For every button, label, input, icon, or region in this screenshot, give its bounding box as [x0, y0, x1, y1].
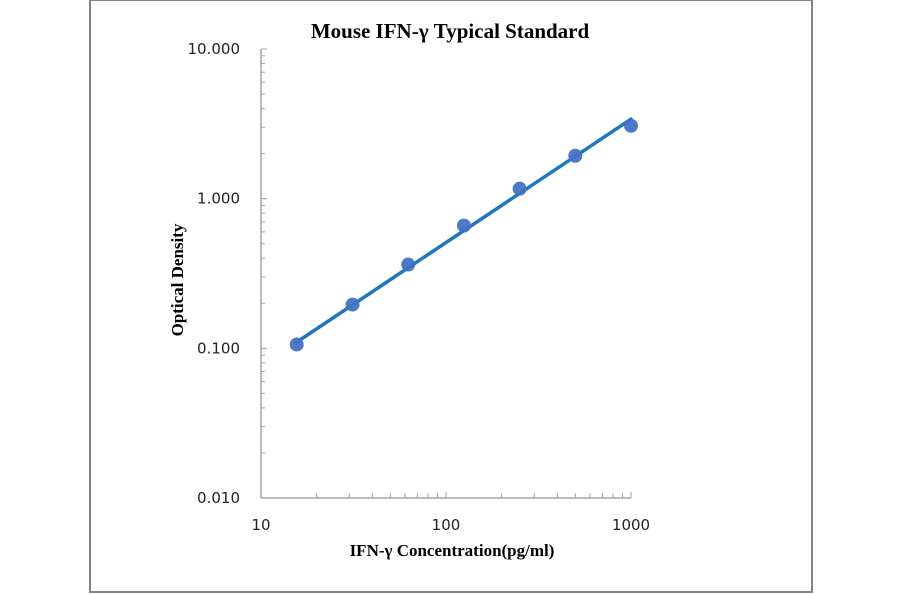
data-point — [289, 337, 304, 352]
x-axis-label: IFN-γ Concentration(pg/ml) — [350, 541, 555, 560]
y-tick-label: 0.100 — [197, 339, 240, 357]
chart-title: Mouse IFN-γ Typical Standard — [311, 19, 590, 43]
y-axis-label: Optical Density — [168, 223, 187, 336]
x-tick-label: 1000 — [612, 516, 650, 534]
data-point — [456, 218, 471, 233]
x-tick-label: 10 — [251, 516, 270, 534]
data-point — [512, 181, 527, 196]
tick-labels: 10 100 1000 10.000 1.000 0.100 0.010 — [188, 40, 651, 534]
y-tick-label: 10.000 — [188, 40, 241, 58]
x-tick-label: 100 — [432, 516, 461, 534]
plot-area — [289, 117, 638, 352]
data-point — [401, 257, 416, 272]
y-tick-label: 1.000 — [197, 190, 240, 208]
data-point — [568, 148, 583, 163]
axes — [260, 48, 632, 499]
data-point — [345, 297, 360, 312]
y-tick-label: 0.010 — [197, 489, 240, 507]
chart-frame — [89, 0, 813, 593]
data-point — [624, 118, 638, 133]
